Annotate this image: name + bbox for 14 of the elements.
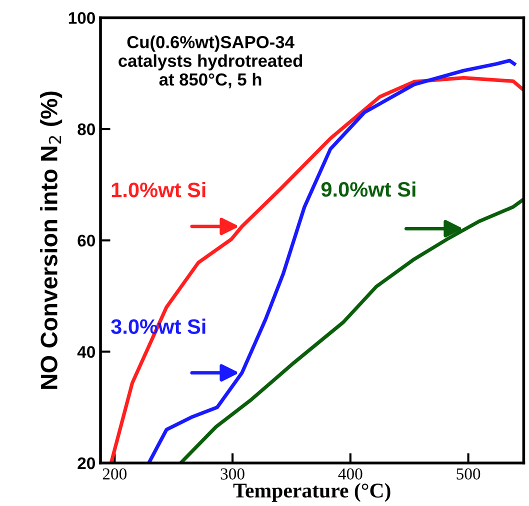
y-tick-label: 40 (77, 346, 95, 358)
y-tick-label: 80 (78, 123, 95, 136)
x-tick-label: 200 (102, 468, 127, 480)
x-tick-label: 400 (338, 468, 362, 480)
x-axis-title: Temperature (°C) (233, 482, 390, 502)
y-axis-title: NO Conversion into N$_{2}$ (%) (40, 92, 62, 389)
text: 1.0%wt Si (112, 182, 206, 198)
x-tick-label: 500 (456, 468, 480, 480)
y-tick-label: 100 (68, 12, 95, 24)
annotation: Cu(0.6%wt)SAPO-34 catalysts hydrotreated at 850°C, 5 h (118, 36, 302, 88)
y-tick-label: 60 (78, 234, 95, 247)
text: 9.0%wt Si (321, 181, 416, 197)
x-tick-label: 300 (220, 468, 244, 480)
y-tick-label: 20 (78, 457, 95, 470)
